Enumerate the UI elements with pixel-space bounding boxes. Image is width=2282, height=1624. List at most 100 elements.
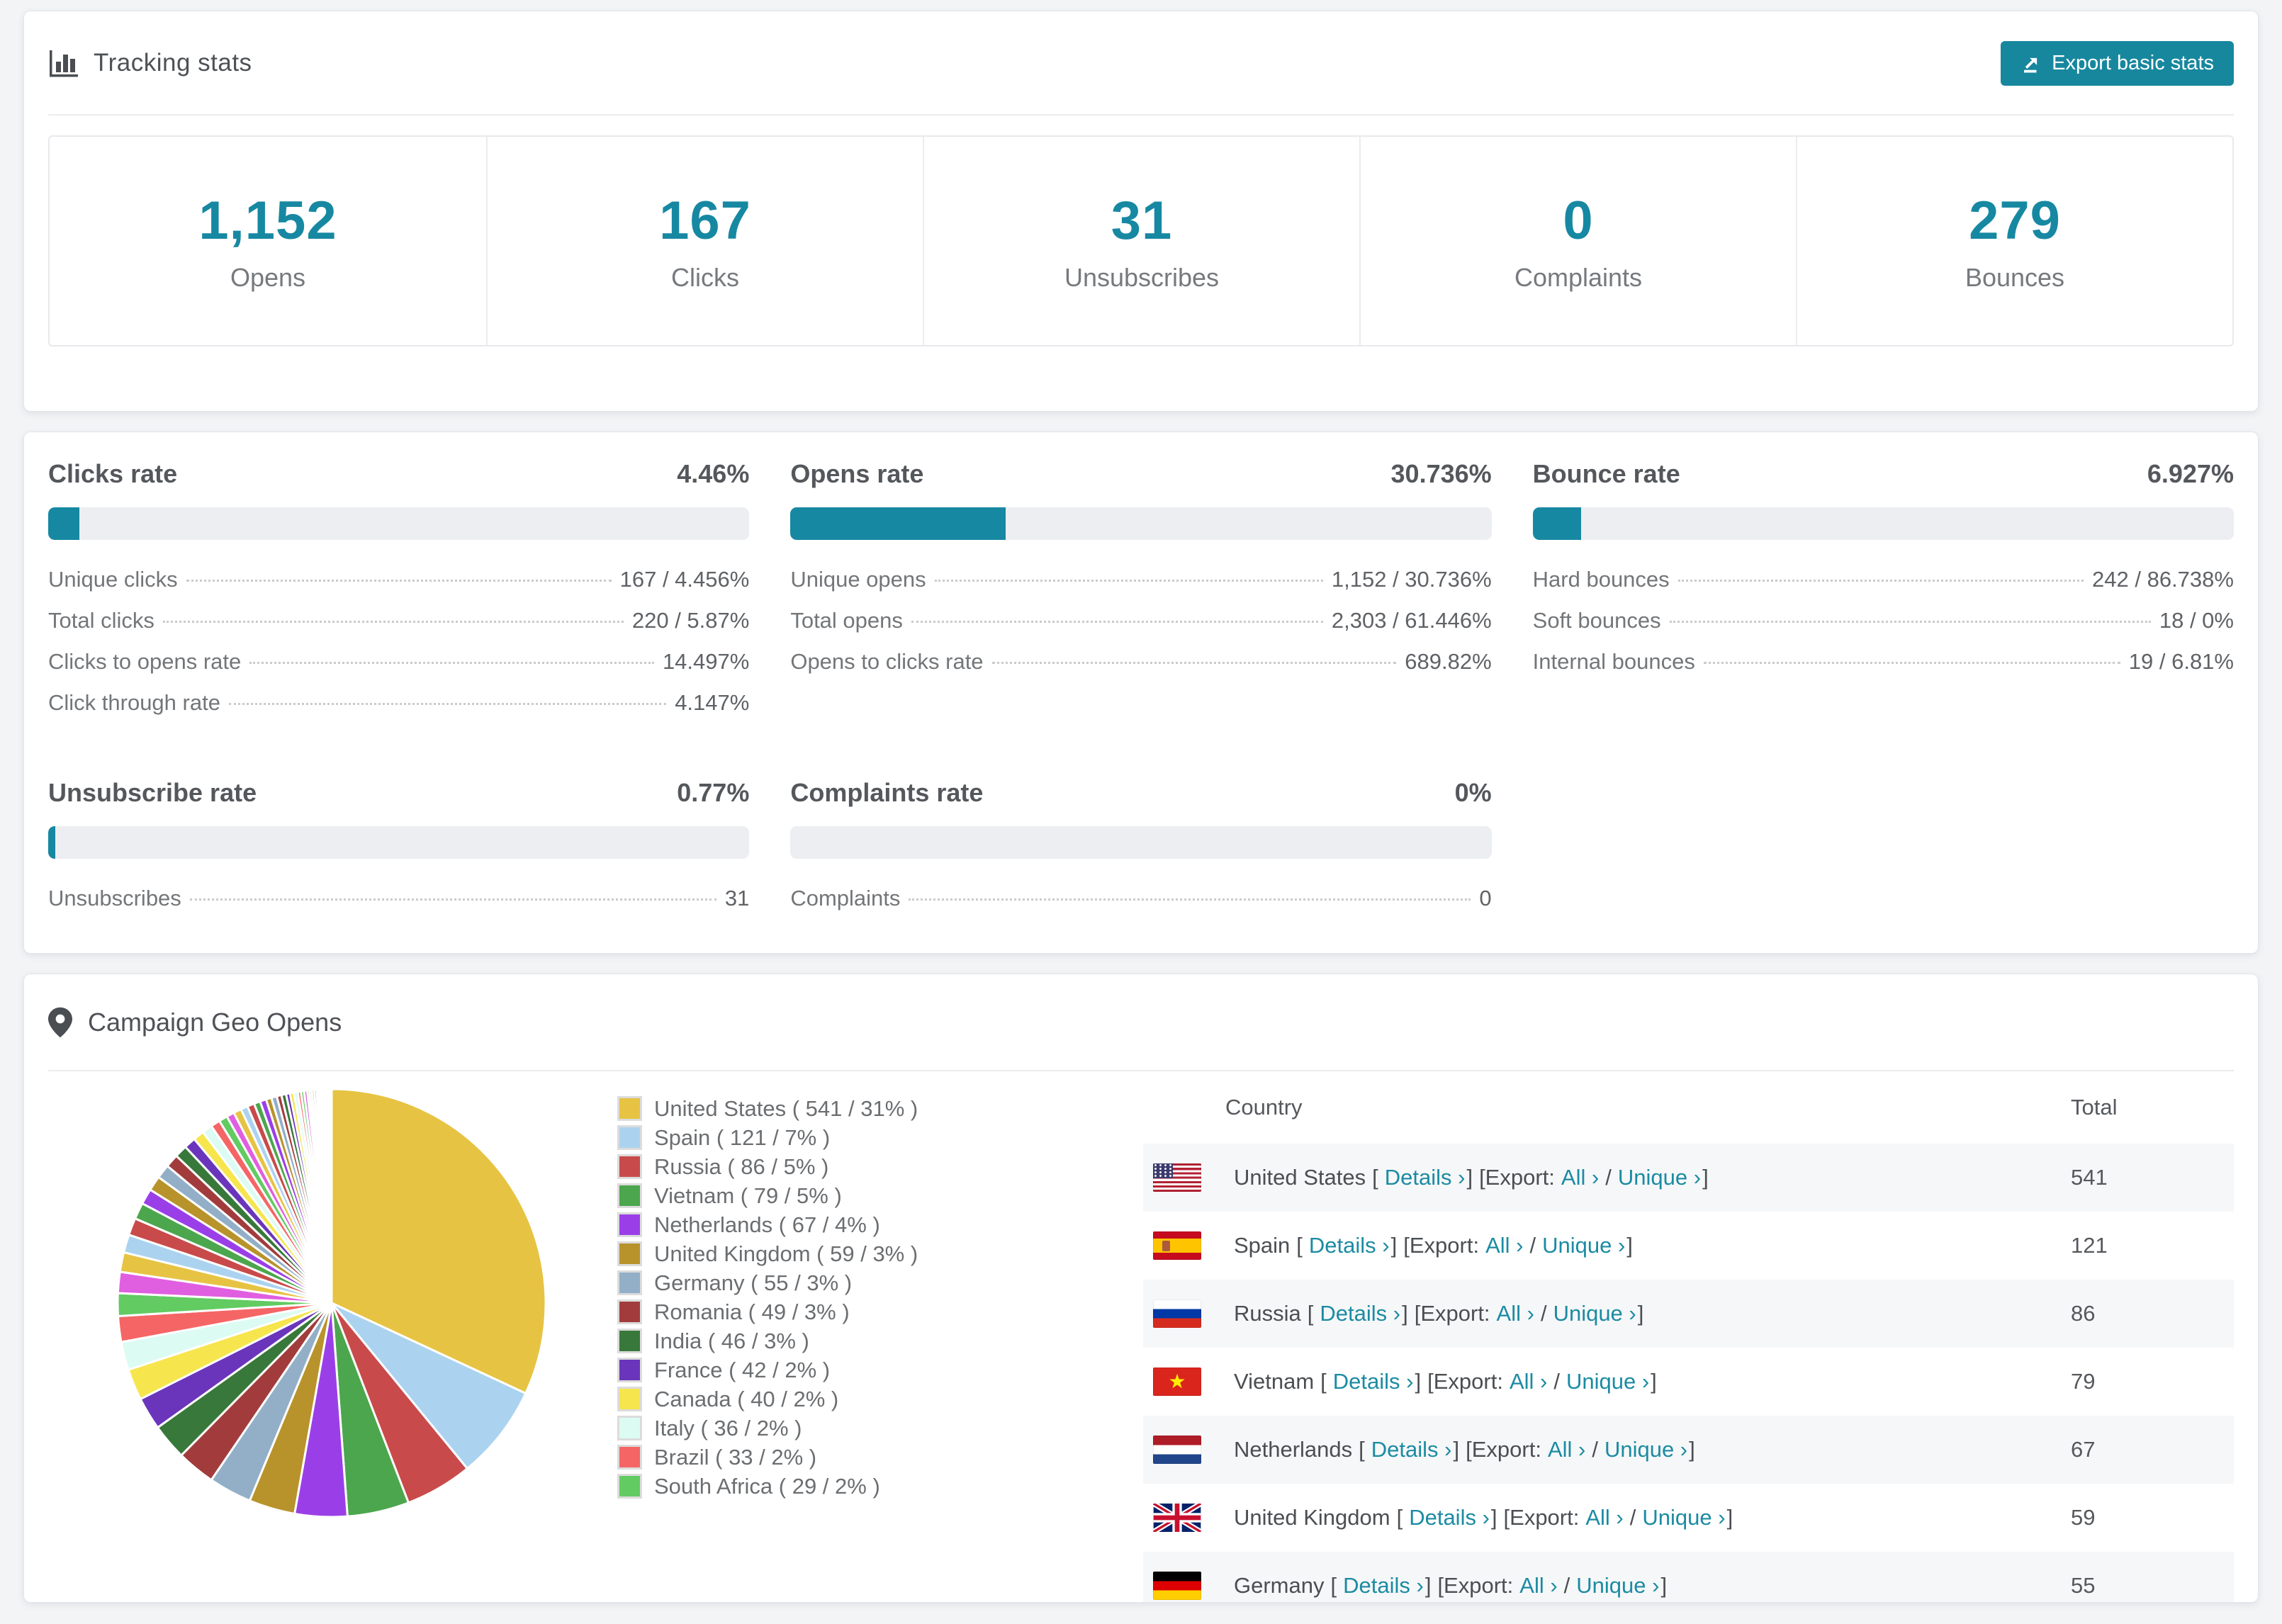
clicks-rate-block: Clicks rate 4.46% Unique clicks 167 / 4.4…: [48, 459, 750, 731]
legend-label: Russia ( 86 / 5% ): [654, 1154, 829, 1179]
stat-bounces-label: Bounces: [1965, 262, 2065, 292]
legend-swatch: [619, 1098, 640, 1119]
dotted-leader: [162, 621, 624, 623]
unsubscribe-rate-title: Unsubscribe rate: [48, 778, 257, 807]
dotted-leader: [1669, 621, 2151, 623]
table-row-netherlands: Netherlands [Details ›] [Export: All › / Un…: [1143, 1416, 2234, 1484]
geo-opens-header: Campaign Geo Opens: [48, 974, 2234, 1071]
legend-label: United States ( 541 / 31% ): [654, 1095, 918, 1121]
legend-label: United Kingdom ( 59 / 3% ): [654, 1241, 918, 1266]
export-unique-link[interactable]: Unique ›: [1566, 1369, 1650, 1394]
country-name: Germany: [1234, 1573, 1325, 1598]
details-link[interactable]: Details ›: [1332, 1369, 1414, 1394]
us-flag-icon: [1153, 1163, 1201, 1192]
export-all-link[interactable]: All ›: [1547, 1437, 1586, 1462]
export-all-link[interactable]: All ›: [1519, 1573, 1558, 1598]
legend-item-france: France ( 42 / 2% ): [619, 1355, 1143, 1385]
dotted-leader: [186, 580, 612, 582]
summary-stats-row: 1,152 Opens 167 Clicks 31 Unsubscribes 0…: [48, 135, 2234, 346]
opens-rate-value: 30.736%: [1390, 459, 1492, 488]
detail-row: Soft bounces 18 / 0%: [1532, 608, 2234, 633]
country-total: 541: [2071, 1165, 2108, 1190]
details-link[interactable]: Details ›: [1384, 1165, 1466, 1190]
detail-row: Click through rate 4.147%: [48, 690, 750, 715]
detail-row: Unique opens 1,152 / 30.736%: [790, 567, 1492, 592]
detail-row: Internal bounces 19 / 6.81%: [1532, 649, 2234, 674]
pie-slice: [330, 1088, 547, 1394]
stat-opens-value: 1,152: [198, 190, 337, 251]
country-name: Netherlands: [1234, 1437, 1353, 1462]
stat-bounces-value: 279: [1969, 190, 2061, 251]
export-unique-link[interactable]: Unique ›: [1604, 1437, 1688, 1462]
export-unique-link[interactable]: Unique ›: [1576, 1573, 1660, 1598]
export-unique-link[interactable]: Unique ›: [1553, 1301, 1636, 1326]
progress-fill: [48, 507, 80, 540]
legend-swatch: [619, 1156, 640, 1177]
legend-swatch: [619, 1127, 640, 1148]
legend-swatch: [619, 1360, 640, 1380]
stat-unsubscribes-value: 31: [1111, 190, 1173, 251]
country-name: United States: [1234, 1165, 1366, 1190]
details-link[interactable]: Details ›: [1320, 1301, 1401, 1326]
opens-rate-title: Opens rate: [790, 459, 924, 488]
table-row-vietnam: Vietnam [Details ›] [Export:All ›/Unique…: [1143, 1348, 2234, 1416]
map-pin-icon: [48, 1007, 72, 1037]
stat-complaints-label: Complaints: [1514, 262, 1643, 292]
uk-flag-icon: [1153, 1504, 1201, 1532]
export-all-link[interactable]: All ›: [1496, 1301, 1534, 1326]
table-row-united-states: United States [Details ›] [Export: All › /…: [1143, 1144, 2234, 1212]
export-all-link[interactable]: All ›: [1509, 1369, 1548, 1394]
detail-row: Clicks to opens rate 14.497%: [48, 649, 750, 674]
legend-label: Romania ( 49 / 3% ): [654, 1299, 850, 1324]
export-all-link[interactable]: All ›: [1585, 1505, 1624, 1530]
export-unique-link[interactable]: Unique ›: [1617, 1165, 1702, 1190]
country-total: 86: [2071, 1301, 2096, 1326]
country-name: Russia: [1234, 1301, 1301, 1326]
country-total: 67: [2071, 1437, 2096, 1462]
export-icon: [2024, 57, 2038, 72]
country-total: 55: [2071, 1573, 2096, 1598]
export-unique-link[interactable]: Unique ›: [1642, 1505, 1726, 1530]
geo-opens-title: Campaign Geo Opens: [88, 1007, 342, 1037]
table-row-russia: Russia [Details ›] [Export: All › / Unique …: [1143, 1280, 2234, 1348]
geo-opens-card: Campaign Geo Opens United States ( 541 /…: [23, 974, 2259, 1603]
legend-item-united-kingdom: United Kingdom ( 59 / 3% ): [619, 1239, 1143, 1268]
legend-swatch: [619, 1331, 640, 1351]
tracking-stats-header: Tracking stats Export basic stats: [48, 11, 2234, 115]
bar-chart-icon: [50, 50, 78, 77]
clicks-rate-title: Clicks rate: [48, 459, 178, 488]
complaints-rate-title: Complaints rate: [790, 778, 984, 807]
detail-row: Opens to clicks rate 689.82%: [790, 649, 1492, 674]
dotted-leader: [249, 662, 654, 664]
legend-swatch: [619, 1302, 640, 1322]
export-button-label: Export basic stats: [2052, 52, 2214, 74]
details-link[interactable]: Details ›: [1343, 1573, 1424, 1598]
stat-clicks-label: Clicks: [671, 262, 739, 292]
country-total: 59: [2071, 1505, 2096, 1530]
stat-unsubscribes: 31 Unsubscribes: [923, 137, 1359, 345]
export-unique-link[interactable]: Unique ›: [1542, 1233, 1626, 1258]
detail-row: Total opens 2,303 / 61.446%: [790, 608, 1492, 633]
export-all-link[interactable]: All ›: [1561, 1165, 1600, 1190]
detail-row: Unique clicks 167 / 4.456%: [48, 567, 750, 592]
dotted-leader: [991, 662, 1397, 664]
germany-flag-icon: [1153, 1572, 1201, 1600]
stat-complaints-value: 0: [1563, 190, 1594, 251]
opens-rate-block: Opens rate 30.736% Unique opens 1,152 / 3…: [790, 459, 1492, 731]
details-link[interactable]: Details ›: [1409, 1505, 1490, 1530]
legend-item-romania: Romania ( 49 / 3% ): [619, 1297, 1143, 1326]
export-all-link[interactable]: All ›: [1485, 1233, 1524, 1258]
vietnam-flag-icon: [1153, 1368, 1201, 1396]
export-basic-stats-button[interactable]: Export basic stats: [2001, 41, 2234, 86]
detail-row: Complaints 0: [790, 886, 1492, 910]
stat-bounces: 279 Bounces: [1796, 137, 2232, 345]
legend-swatch: [619, 1447, 640, 1467]
progress-fill: [790, 507, 1006, 540]
stat-complaints: 0 Complaints: [1359, 137, 1796, 345]
netherlands-flag-icon: [1153, 1436, 1201, 1464]
legend-swatch: [619, 1214, 640, 1235]
details-link[interactable]: Details ›: [1308, 1233, 1390, 1258]
details-link[interactable]: Details ›: [1371, 1437, 1452, 1462]
dotted-leader: [934, 580, 1323, 582]
opens-rate-progressbar: [790, 507, 1492, 540]
